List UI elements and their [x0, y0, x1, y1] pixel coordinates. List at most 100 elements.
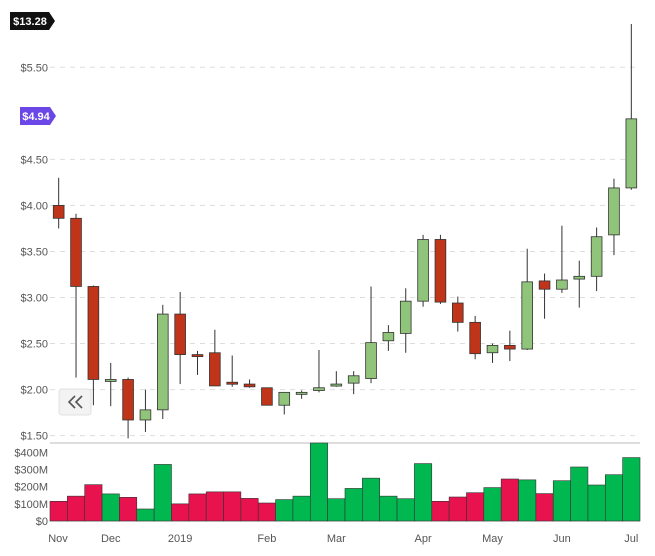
- volume-bar: [604, 474, 623, 522]
- volume-bar: [466, 492, 485, 522]
- candle-body: [52, 205, 65, 219]
- time-tick-label: 2019: [168, 533, 192, 545]
- candle-body: [278, 391, 291, 406]
- candle-body: [486, 344, 499, 354]
- candle: [191, 350, 204, 375]
- candle: [157, 304, 169, 420]
- last-price-badge: $4.94: [20, 107, 56, 125]
- candle-body: [590, 236, 603, 277]
- volume-bar: [570, 466, 589, 522]
- candle: [174, 291, 186, 385]
- time-tick-label: Mar: [327, 533, 346, 545]
- price-tick-label: $1.50: [20, 431, 48, 443]
- candle-body: [452, 302, 464, 323]
- candle: [434, 234, 447, 304]
- volume-bars: [49, 442, 641, 522]
- volume-tick-label: $0: [36, 516, 48, 528]
- volume-tick-label: $200M: [14, 482, 48, 494]
- candle: [209, 329, 221, 387]
- candle-body: [313, 387, 325, 391]
- volume-bar: [396, 498, 415, 522]
- volume-bar: [535, 493, 554, 522]
- candle: [87, 285, 100, 406]
- candle: [104, 362, 117, 407]
- candle: [538, 273, 551, 319]
- candle: [486, 343, 499, 363]
- volume-bar: [344, 488, 363, 522]
- price-tick-label: $2.50: [20, 339, 48, 351]
- volume-tick-label: $400M: [14, 447, 48, 459]
- time-axis: Nov Dec 2019 Feb Mar Apr May Jun Jul: [48, 533, 638, 545]
- candle-body: [521, 281, 533, 350]
- volume-tick-label: $100M: [14, 499, 48, 511]
- candle: [521, 248, 533, 350]
- candle-body: [556, 279, 568, 290]
- volume-axis: $0 $100M $200M $300M $400M: [14, 447, 48, 528]
- candle-body: [104, 379, 117, 382]
- volume-bar: [188, 493, 207, 522]
- candle-body: [608, 187, 620, 236]
- candle-body: [399, 300, 412, 334]
- volume-bar: [84, 484, 103, 522]
- candle-body: [139, 409, 152, 421]
- candle-body: [347, 375, 360, 384]
- volume-tick-label: $300M: [14, 465, 48, 477]
- grid-lines: [50, 66, 640, 437]
- candle: [139, 389, 152, 432]
- candle: [556, 225, 568, 293]
- volume-bar: [431, 500, 450, 522]
- candle: [313, 349, 325, 393]
- candle-body: [417, 239, 429, 302]
- volume-bar: [379, 495, 398, 522]
- volume-bar: [622, 457, 641, 522]
- volume-bar: [49, 500, 68, 522]
- volume-bar: [67, 495, 86, 522]
- high-price-label: $13.28: [13, 16, 47, 28]
- candle: [330, 371, 343, 387]
- candle-body: [295, 391, 308, 395]
- volume-bar: [500, 478, 519, 522]
- double-chevron-left-icon: [67, 395, 83, 409]
- candle: [452, 296, 464, 332]
- volume-bar: [362, 477, 381, 522]
- candle-body: [469, 321, 481, 355]
- price-tick-label: $3.50: [20, 246, 48, 258]
- time-tick-label: Jun: [553, 533, 571, 545]
- candle: [278, 391, 291, 415]
- time-tick-label: May: [482, 533, 503, 545]
- volume-bar: [223, 491, 242, 522]
- time-tick-label: Jul: [624, 533, 638, 545]
- high-price-badge: $13.28: [10, 12, 55, 30]
- candle-body: [538, 280, 551, 290]
- candle-body: [365, 342, 377, 379]
- volume-bar: [587, 484, 606, 522]
- candle: [52, 177, 65, 229]
- volume-bar: [448, 496, 467, 522]
- candle: [608, 178, 620, 256]
- volume-bar: [101, 493, 120, 522]
- volume-bar: [292, 495, 311, 522]
- candle: [226, 355, 238, 387]
- price-tick-label: $5.50: [20, 62, 48, 74]
- scroll-back-button[interactable]: [58, 388, 92, 416]
- time-tick-label: Feb: [257, 533, 276, 545]
- price-tick-label: $4.50: [20, 154, 48, 166]
- candle: [261, 387, 273, 406]
- candle: [573, 260, 586, 308]
- price-tick-label: $3.00: [20, 293, 48, 305]
- candle: [243, 379, 256, 388]
- volume-bar: [309, 442, 328, 522]
- candle-body: [382, 332, 395, 342]
- price-tick-label: $4.00: [20, 200, 48, 212]
- candle-body: [261, 387, 273, 406]
- candle-body: [122, 379, 134, 421]
- candle-body: [70, 217, 82, 287]
- candle-body: [157, 313, 169, 411]
- volume-bar: [136, 508, 155, 522]
- volume-bar: [205, 491, 224, 522]
- candle: [504, 330, 516, 362]
- candles: [52, 24, 638, 439]
- volume-bar: [153, 464, 172, 522]
- volume-bar: [240, 498, 259, 522]
